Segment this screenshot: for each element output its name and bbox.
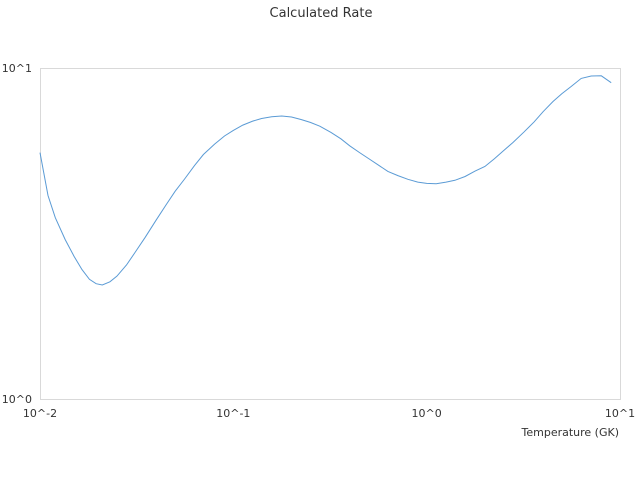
- y-tick-label: 10^1: [2, 62, 32, 75]
- rate-series-line: [39, 75, 612, 286]
- x-tick-label: 10^-1: [216, 407, 250, 420]
- x-axis-label: Temperature (GK): [521, 426, 620, 439]
- chart-title: Calculated Rate: [270, 6, 373, 21]
- x-tick-label: 10^-2: [23, 407, 57, 420]
- x-axis-ticks: 10^-2 10^-1 10^0 10^1: [23, 407, 635, 420]
- plot-area-frame: [40, 68, 621, 400]
- y-tick-label: 10^0: [2, 393, 32, 406]
- x-tick-label: 10^1: [605, 407, 635, 420]
- x-tick-label: 10^0: [412, 407, 442, 420]
- y-axis-ticks: 10^0 10^1: [2, 62, 32, 406]
- series-layer: [39, 75, 612, 286]
